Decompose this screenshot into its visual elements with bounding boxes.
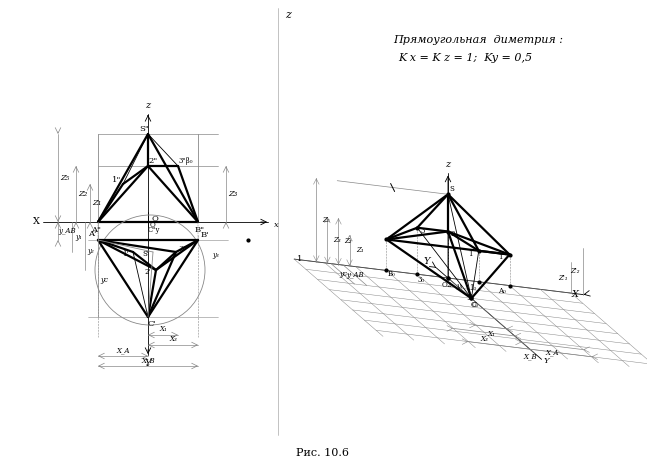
Text: X_A: X_A (545, 349, 559, 357)
Text: A': A' (88, 230, 96, 238)
Text: O: O (149, 221, 155, 229)
Text: O: O (441, 281, 447, 289)
Text: y₁: y₁ (76, 233, 82, 241)
Text: B₀: B₀ (388, 235, 395, 243)
Text: Z₂: Z₂ (345, 237, 352, 245)
Text: Рис. 10.6: Рис. 10.6 (296, 448, 349, 458)
Text: y₂: y₂ (87, 247, 94, 255)
Text: Z₅: Z₅ (60, 174, 70, 182)
Text: X: X (32, 218, 39, 227)
Text: S": S" (139, 125, 149, 133)
Text: B': B' (201, 231, 209, 239)
Text: K x = K z = 1;  Ky = 0,5: K x = K z = 1; Ky = 0,5 (398, 53, 532, 63)
Text: z: z (285, 10, 291, 20)
Text: X_B: X_B (523, 352, 537, 360)
Text: Y: Y (423, 257, 430, 266)
Text: 3': 3' (178, 245, 186, 253)
Text: Прямоугольная  диметрия :: Прямоугольная диметрия : (393, 35, 563, 45)
Text: z: z (146, 102, 151, 110)
Text: C"y: C"y (148, 226, 160, 234)
Text: Z₅: Z₅ (322, 216, 330, 224)
Text: x: x (274, 221, 278, 229)
Text: y₃: y₃ (213, 251, 219, 259)
Text: S: S (450, 185, 454, 193)
Text: y_AB: y_AB (58, 227, 76, 235)
Text: X₃: X₃ (480, 335, 488, 343)
Text: X_A: X_A (116, 346, 130, 354)
Text: B": B" (195, 226, 205, 234)
Text: 1': 1' (122, 250, 128, 258)
Text: C: C (472, 301, 477, 309)
Text: y_AB: y_AB (347, 271, 364, 279)
Text: Z₃: Z₃ (334, 236, 341, 244)
Text: S': S' (142, 250, 149, 258)
Text: 3₀: 3₀ (418, 276, 425, 284)
Text: Z'₂: Z'₂ (571, 267, 580, 275)
Text: 2': 2' (145, 268, 151, 276)
Text: z: z (445, 160, 450, 169)
Text: yc: yc (339, 270, 347, 278)
Text: O: O (152, 215, 159, 223)
Text: y₁: y₁ (456, 282, 463, 290)
Text: B₀: B₀ (388, 271, 395, 278)
Text: y₂: y₂ (468, 292, 474, 300)
Text: Z₁: Z₁ (93, 199, 102, 207)
Text: C': C' (148, 320, 157, 328)
Text: Z₃: Z₃ (228, 190, 237, 198)
Text: Z₁: Z₁ (356, 247, 364, 255)
Text: Y: Y (544, 358, 549, 366)
Text: 2": 2" (148, 157, 158, 165)
Text: 1: 1 (498, 253, 503, 261)
Text: 2₀: 2₀ (446, 281, 454, 289)
Text: X₁: X₁ (487, 330, 495, 338)
Text: Z'₁: Z'₁ (558, 274, 568, 282)
Text: X₁: X₁ (159, 325, 167, 333)
Text: A": A" (91, 226, 101, 234)
Text: Z₂: Z₂ (78, 190, 87, 198)
Text: 3"β₀: 3"β₀ (179, 157, 193, 165)
Text: C₀: C₀ (470, 301, 478, 309)
Text: A₀: A₀ (498, 286, 505, 294)
Text: 1": 1" (113, 176, 122, 184)
Text: 1: 1 (298, 255, 303, 263)
Text: yc: yc (100, 276, 108, 284)
Text: X_B: X_B (141, 356, 155, 364)
Text: X₃: X₃ (169, 335, 177, 343)
Text: 2: 2 (451, 231, 455, 239)
Text: Y: Y (145, 359, 151, 368)
Text: 1₀: 1₀ (469, 284, 476, 292)
Text: 3: 3 (420, 227, 424, 235)
Text: 1: 1 (468, 250, 473, 258)
Text: X: X (572, 290, 579, 299)
